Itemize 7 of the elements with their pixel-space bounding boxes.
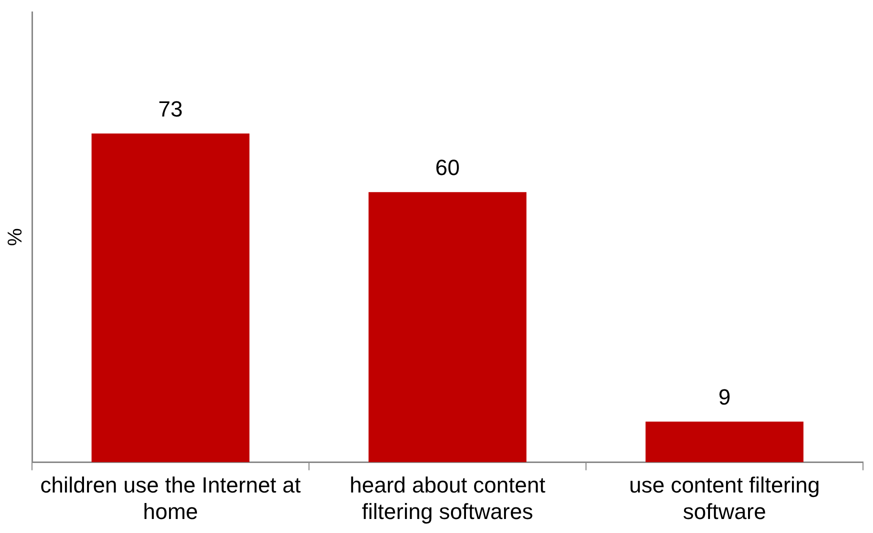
y-axis-title: % [4, 228, 27, 246]
x-tick-label: heard about content filtering softwares [350, 472, 546, 524]
data-label: 60 [435, 155, 460, 180]
x-tick-label: children use the Internet at home [40, 472, 301, 524]
x-tick-label: use content filtering software [629, 472, 820, 524]
data-label: 73 [158, 96, 183, 122]
data-label: 9 [718, 384, 731, 410]
